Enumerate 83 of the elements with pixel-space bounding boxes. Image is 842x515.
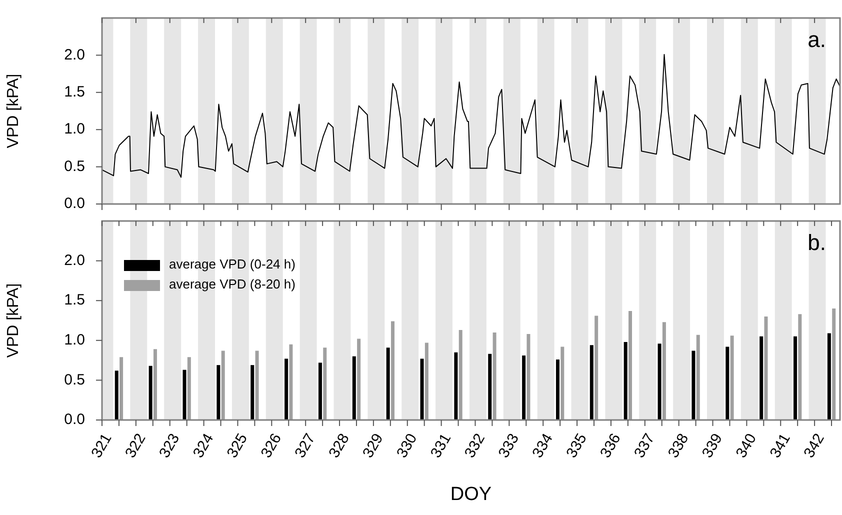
bar xyxy=(454,352,458,420)
x-tick-label: 341 xyxy=(766,430,794,461)
bar xyxy=(798,314,802,420)
x-tick-label: 331 xyxy=(427,430,455,461)
annotation: b. xyxy=(808,230,826,256)
bar xyxy=(594,316,598,420)
annotation: a. xyxy=(808,27,826,52)
bar xyxy=(357,338,361,420)
y-tick-label: 0.0 xyxy=(64,411,85,428)
bar xyxy=(250,365,254,420)
bar xyxy=(628,310,632,420)
bar xyxy=(323,348,327,420)
y-tick-label: 1.5 xyxy=(64,292,85,309)
bar xyxy=(289,344,293,420)
bar xyxy=(692,350,696,420)
x-tick-label: 323 xyxy=(156,430,184,461)
x-tick-label: 326 xyxy=(258,430,285,461)
y-tick-label: 0.0 xyxy=(64,195,85,212)
y-tick-label: 0.5 xyxy=(64,371,85,388)
x-tick-label: 342 xyxy=(800,430,828,461)
bar xyxy=(556,360,560,420)
bar xyxy=(420,358,424,420)
x-tick-label: 322 xyxy=(122,430,150,461)
bar xyxy=(114,370,118,420)
bar xyxy=(658,344,662,420)
bar xyxy=(730,336,734,420)
bar xyxy=(794,336,798,420)
bar xyxy=(764,316,768,420)
x-tick-label: 337 xyxy=(630,430,658,461)
x-tick-label: 335 xyxy=(563,430,590,461)
x-tick-label: 328 xyxy=(326,430,353,461)
bar xyxy=(458,330,462,420)
bar xyxy=(221,350,225,420)
y-tick-label: 1.0 xyxy=(64,332,85,349)
x-tick-label: 334 xyxy=(529,430,556,461)
bar xyxy=(318,362,322,420)
bar xyxy=(390,321,394,420)
bar xyxy=(386,348,390,420)
y-tick-label: 2.0 xyxy=(64,46,85,64)
bar xyxy=(255,350,259,420)
y-axis-title: VPD [kPA] xyxy=(5,74,22,148)
bar xyxy=(526,334,530,420)
x-tick-label: 333 xyxy=(495,430,522,461)
bar xyxy=(760,336,764,420)
x-tick-label: 332 xyxy=(461,430,489,461)
bar xyxy=(187,357,191,420)
bar xyxy=(284,358,288,420)
bar xyxy=(726,346,730,420)
bar xyxy=(662,322,666,420)
x-tick-label: 330 xyxy=(393,430,421,461)
bar xyxy=(216,365,220,420)
x-tick-label: 340 xyxy=(732,430,760,461)
y-tick-label: 0.5 xyxy=(64,158,85,175)
bar xyxy=(352,356,356,420)
x-tick-label: 324 xyxy=(190,430,218,461)
bar xyxy=(120,357,124,420)
bar xyxy=(827,333,831,420)
bar xyxy=(182,370,186,420)
bar xyxy=(832,308,836,420)
legend-label: average VPD (8-20 h) xyxy=(169,276,296,292)
x-tick-label: 336 xyxy=(597,430,624,461)
bar xyxy=(488,354,492,420)
bar xyxy=(696,334,700,420)
y-axis-title: VPD [kPA] xyxy=(5,283,22,358)
bar xyxy=(560,346,564,420)
x-axis-title: DOY xyxy=(450,484,492,506)
bar xyxy=(492,332,496,420)
x-tick-label: 325 xyxy=(224,430,252,461)
x-tick-label: 327 xyxy=(292,430,319,461)
y-tick-label: 1.5 xyxy=(64,84,85,101)
y-tick-label: 2.0 xyxy=(64,252,85,269)
x-tick-label: 339 xyxy=(698,430,726,461)
x-tick-label: 329 xyxy=(360,430,387,461)
bar xyxy=(624,342,628,420)
bar xyxy=(522,356,526,420)
x-tick-label: 338 xyxy=(664,430,692,461)
x-tick-label: 321 xyxy=(88,430,116,461)
y-tick-label: 1.0 xyxy=(64,120,85,138)
bar xyxy=(590,345,594,420)
legend-label: average VPD (0-24 h) xyxy=(169,256,296,272)
bar xyxy=(153,349,157,420)
bar xyxy=(424,342,428,420)
bar xyxy=(148,366,152,420)
